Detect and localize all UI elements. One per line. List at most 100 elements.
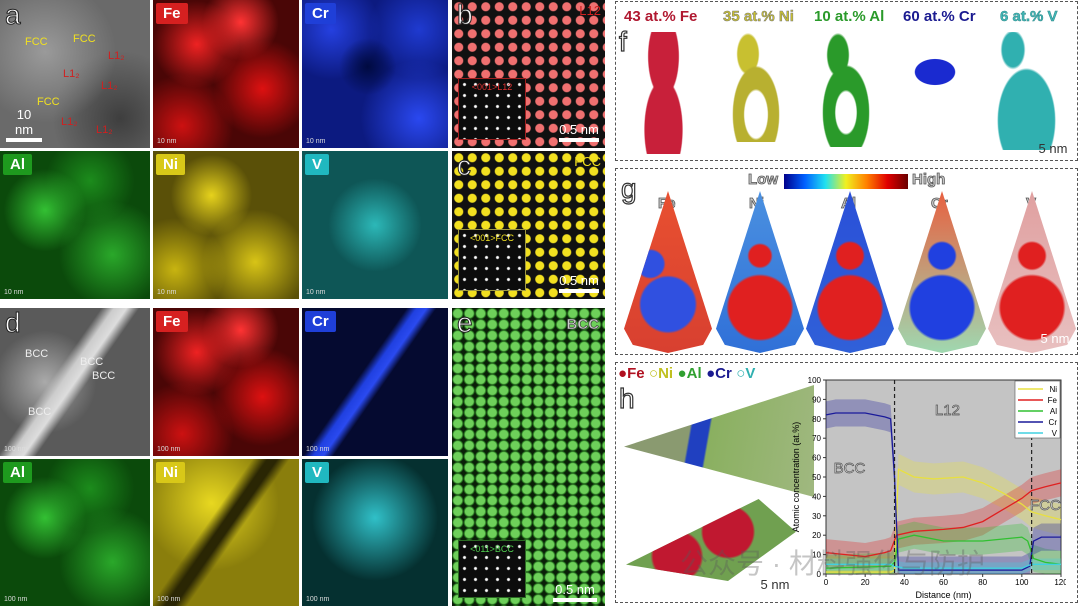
x-axis-label: Distance (nm): [915, 590, 971, 600]
y-tick-label: 0: [817, 570, 822, 579]
panel-a-haadf: a FCC FCC FCC L1₂ L1₂ L1₂ L1₂ L1₂ 10 nm: [0, 0, 150, 148]
y-tick-label: 100: [808, 376, 822, 385]
inset-label: <011>BCC: [470, 544, 514, 554]
map-al: Al 100 nm: [0, 459, 150, 606]
phase-label: L12: [579, 3, 601, 18]
v-cone: [988, 191, 1076, 353]
series-line-al: [825, 534, 1062, 569]
ni-cone: [716, 191, 804, 353]
v-isosurface: [986, 32, 1076, 150]
panel-h-atom-probe: ●Fe ○Ni ●Al ●Cr ○V h 5 nm BCC L12 FCC 0 20 40…: [615, 362, 1078, 603]
map-fe: Fe 100 nm: [153, 308, 299, 456]
panel-c-lattice: c FCC <001>FCC 0.5 nm: [452, 151, 605, 299]
isosurface-label: 43 at.% Fe: [624, 8, 698, 25]
colorbar-low-label: Low: [748, 171, 779, 189]
panel-e-lattice: e BCC <011>BCC 0.5 nm: [452, 308, 605, 606]
y-tick-label: 30: [812, 512, 821, 521]
panel-label: d: [5, 308, 22, 338]
panel-b-lattice: b L12 <001>L12 0.5 nm: [452, 0, 605, 148]
x-tick-label: 120: [1054, 578, 1066, 587]
map-cr: Cr 100 nm: [302, 308, 448, 456]
error-band-al: [826, 521, 1061, 574]
panel-label: c: [457, 151, 472, 181]
phase-label: L1₂: [63, 68, 80, 80]
fft-inset: <001>L12: [458, 78, 526, 140]
scale-text: 0.5 nm: [559, 273, 599, 288]
series-line-v: [826, 563, 1061, 569]
colorbar-high-label: High: [912, 171, 946, 189]
y-tick-label: 80: [812, 415, 821, 424]
ni-isosurface: [716, 32, 796, 142]
scale-bar: 5 nm: [1039, 331, 1071, 346]
scale-text: 10 nm: [14, 107, 34, 137]
element-badge: Cr: [305, 3, 336, 24]
scale-text: 5 nm: [760, 577, 790, 592]
scale-text: 100 nm: [157, 596, 181, 603]
element-badge: V: [305, 154, 330, 175]
panel-label: a: [5, 0, 22, 30]
panel-label: b: [457, 0, 474, 30]
series-line-cr: [825, 412, 1061, 571]
watermark: 公众号 · 材料强化与防护: [680, 548, 985, 579]
y-tick-label: 20: [812, 531, 821, 540]
region-label: BCC: [834, 460, 866, 477]
phase-label: FCC: [37, 96, 60, 108]
legend-al: ●Al: [677, 365, 702, 382]
phase-label: L1₂: [108, 50, 125, 62]
map-v: V 10 nm: [302, 151, 448, 299]
scale-text: 0.5 nm: [559, 122, 599, 137]
scale-bar: 5 nm: [759, 577, 791, 592]
fft-inset: <011>BCC: [458, 540, 526, 598]
inset-label: <001>L12: [471, 82, 513, 92]
isosurface-label: 6 at.% V: [1000, 8, 1058, 26]
scale-bar: 0.5 nm: [559, 122, 599, 142]
panel-label: h: [618, 383, 635, 414]
panel-label: e: [457, 308, 474, 338]
phase-label: L1₂: [61, 116, 78, 128]
phase-label: FCC: [73, 33, 96, 45]
x-tick-label: 40: [900, 578, 909, 587]
y-tick-label: 50: [812, 473, 821, 482]
cr-isosurface: [904, 52, 966, 92]
isosurface-label: 35 at.% Ni: [723, 8, 794, 26]
scale-text: 100 nm: [157, 446, 181, 453]
region-label: FCC: [1030, 497, 1061, 514]
cr-cone: [898, 191, 986, 353]
scale-text: 100 nm: [4, 446, 28, 453]
scale-text: 10 nm: [306, 138, 326, 145]
x-tick-label: 60: [939, 578, 948, 587]
series-line-fe: [825, 482, 1062, 558]
y-axis-label: Atomic concentration (at.%): [791, 422, 801, 533]
panel-label: f: [618, 26, 627, 57]
scale-text: 100 nm: [4, 596, 28, 603]
element-badge: Fe: [156, 3, 188, 24]
panel-f-isosurfaces: f 43 at.% Fe 35 at.% Ni 10 at.% Al 60 at…: [615, 1, 1078, 161]
map-v: V 100 nm: [302, 459, 448, 606]
scale-bar: 0.5 nm: [553, 582, 597, 602]
y-tick-label: 70: [812, 434, 821, 443]
isosurface-label: 60 at.% Cr: [903, 8, 976, 25]
x-tick-label: 0: [824, 578, 829, 587]
fft-inset: <001>FCC: [458, 229, 526, 291]
legend-label: Fe: [1048, 396, 1058, 405]
element-badge: Fe: [156, 311, 188, 332]
scale-bar: 5 nm: [1037, 141, 1069, 156]
legend-fe: ●Fe: [618, 365, 645, 382]
phase-label: L1₂: [101, 80, 118, 92]
error-band-ni: [826, 453, 1061, 574]
map-al: Al 10 nm: [0, 151, 150, 299]
scale-text: 10 nm: [157, 289, 177, 296]
phase-label: BCC: [566, 316, 599, 334]
scale-bar: 10 nm: [6, 107, 42, 142]
scale-text: 100 nm: [306, 596, 330, 603]
phase-label: BCC: [92, 370, 116, 382]
y-tick-label: 10: [812, 551, 821, 560]
inset-label: <001>FCC: [469, 233, 515, 243]
legend-ni: ○Ni: [649, 365, 674, 382]
panel-label: g: [620, 173, 637, 204]
element-legend: ●Fe ○Ni ●Al ●Cr ○V: [618, 365, 755, 383]
y-tick-label: 90: [812, 395, 821, 404]
scale-text: 5 nm: [1040, 331, 1070, 346]
element-badge: Ni: [156, 154, 185, 175]
panel-g-concentration-cones: g Low High Fe Ni Al Cr V 5 nm: [615, 168, 1078, 355]
